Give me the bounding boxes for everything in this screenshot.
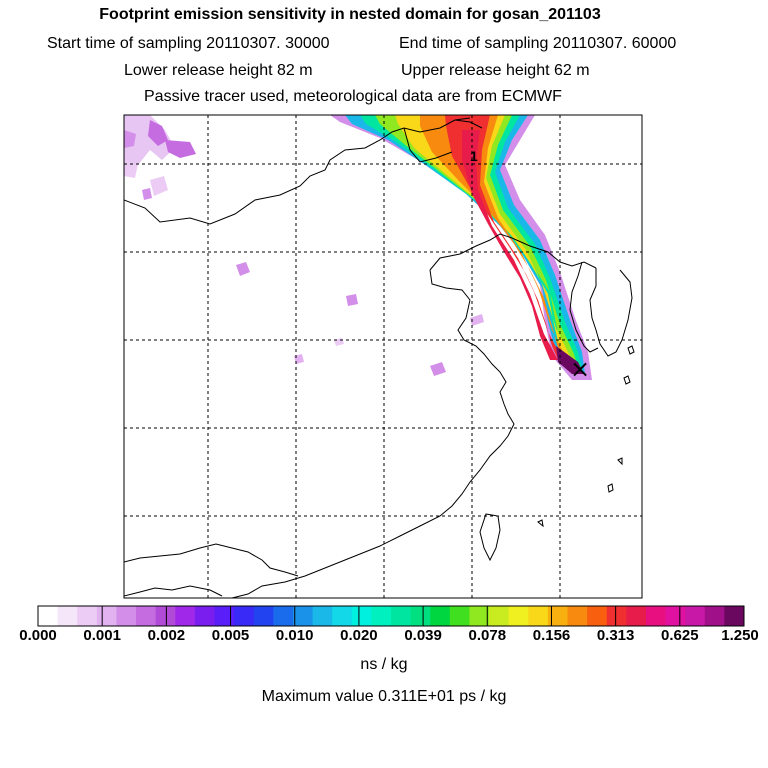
sampling-end-time: End time of sampling 20110307. 60000 [399,35,677,52]
colorbar-segment [410,606,431,626]
colorbar-segment [136,606,157,626]
colorbar-segment [312,606,333,626]
colorbar-segment [587,606,608,626]
colorbar-segment [351,606,372,626]
figure-title: Footprint emission sensitivity in nested… [99,6,601,23]
colorbar-segment [508,606,529,626]
colorbar-tick-label: 0.000 [19,627,57,644]
colorbar-segment [606,606,627,626]
colorbar-segment [469,606,490,626]
receptor-marker: × [570,355,590,383]
lat-lon-grid [124,115,642,598]
colorbar-segment [489,606,510,626]
colorbar-tick-label: 0.156 [532,627,571,644]
colorbar-segment [234,606,255,626]
colorbar-tick-label: 0.625 [661,627,699,644]
colorbar-frame [37,605,745,627]
colorbar-segment [567,606,588,626]
tracer-note: Passive tracer used, meteorological data… [144,88,562,105]
sampling-start-time: Start time of sampling 20110307. 30000 [47,35,330,52]
colorbar-unit: ns / kg [360,656,408,673]
colorbar-segment [724,606,745,626]
colorbar-segment [194,606,215,626]
coastlines [124,117,635,598]
colorbar-segment [214,606,235,626]
colorbar-segment [332,606,353,626]
maximum-value: Maximum value 0.311E+01 ps / kg [261,688,507,705]
colorbar-segment [665,606,686,626]
colorbar-tick-label: 0.039 [404,627,442,644]
upper-release-height: Upper release height 62 m [401,62,590,79]
colorbar-segment [77,606,98,626]
colorbar-segment [116,606,137,626]
sensitivity-patches [124,115,484,376]
colorbar-segment [626,606,647,626]
colorbar-segment [528,606,549,626]
colorbar-segment [253,606,274,626]
colorbar-tick-label: 0.005 [211,627,250,644]
colorbar-segment [273,606,294,626]
colorbar-tick-label: 0.078 [468,627,507,644]
colorbar-segment [38,606,59,626]
colorbar-segment [547,606,568,626]
lower-release-height: Lower release height 82 m [124,62,313,79]
colorbar-segment [96,606,117,626]
colorbar-segment [430,606,451,626]
map-frame [123,114,643,599]
colorbar-segment [371,606,392,626]
colorbar-segment [292,606,314,626]
colorbar-tick-label: 1.250 [721,627,759,644]
colorbar [37,606,745,626]
colorbar-segment [685,606,706,626]
colorbar-segment [57,606,78,626]
colorbar-tick-label: 0.001 [83,627,121,644]
colorbar-tick-label: 0.002 [147,627,186,644]
release-point-label: 1 [470,148,478,164]
colorbar-tick-label: 0.313 [596,627,635,644]
colorbar-tick-label: 0.020 [340,627,378,644]
colorbar-segment [391,606,412,626]
colorbar-segment [449,606,470,626]
colorbar-segment [155,606,176,626]
colorbar-segment [704,606,725,626]
colorbar-segment [175,606,196,626]
colorbar-tick-label: 0.010 [275,627,314,644]
colorbar-segment [645,606,667,626]
